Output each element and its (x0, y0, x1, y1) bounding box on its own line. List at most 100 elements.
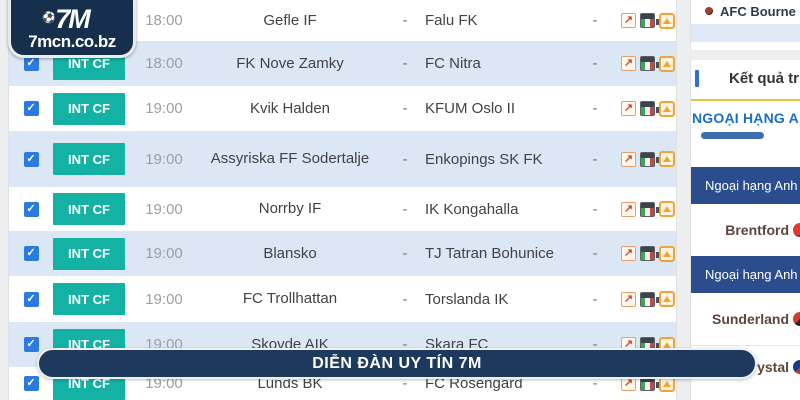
result-row[interactable]: Brentford (691, 204, 800, 256)
analysis-icon[interactable]: ↗ (621, 101, 636, 116)
score-placeholder: - (592, 245, 598, 262)
livescore-icon[interactable] (640, 376, 655, 391)
analysis-icon[interactable]: ↗ (621, 201, 636, 217)
row-checkbox[interactable]: ✓ (23, 376, 39, 391)
home-team: Gefle IF (263, 11, 317, 29)
soccer-ball-icon: ⚽ (42, 12, 56, 24)
site-logo[interactable]: ⚽ 7M 7mcn.co.bz (8, 0, 136, 58)
analysis-icon[interactable]: ↗ (621, 291, 636, 307)
away-team: IK Kongahalla (425, 200, 519, 218)
livescore-icon[interactable] (640, 337, 655, 352)
league-badge[interactable]: INT CF (53, 283, 125, 315)
team-name: AFC Bourne (720, 3, 796, 19)
row-checkbox[interactable]: ✓ (23, 337, 39, 352)
home-team: Kvik Halden (249, 99, 331, 117)
away-team: Torslanda IK (425, 290, 509, 308)
row-checkbox[interactable]: ✓ (23, 101, 39, 116)
match-list-2: Sunderland (691, 293, 800, 345)
home-team: FK Nove Zamky (236, 54, 344, 72)
previous-results-card: AFC Bourne (690, 0, 800, 50)
livescore-icon[interactable] (640, 201, 655, 217)
livescore-icon[interactable] (640, 151, 655, 167)
odds-icon[interactable] (656, 100, 675, 117)
match-time: 19:00 (145, 375, 183, 392)
livescore-icon[interactable] (640, 101, 655, 116)
league-badge[interactable]: INT CF (53, 143, 125, 175)
away-team: Falu FK (425, 12, 478, 29)
promo-banner[interactable]: DIỄN ĐÀN UY TÍN 7M (37, 348, 757, 379)
vs-separator: - (402, 100, 408, 117)
score-placeholder: - (592, 200, 598, 218)
analysis-icon[interactable]: ↗ (621, 13, 636, 28)
odds-icon[interactable] (656, 201, 675, 217)
result-row[interactable]: Sunderland (691, 293, 800, 345)
home-team: Lunds BK (257, 374, 323, 392)
league-badge[interactable]: INT CF (53, 193, 125, 225)
match-list-1: Brentford (691, 204, 800, 256)
livescore-icon[interactable] (640, 13, 655, 28)
row-checkbox[interactable]: ✓ (23, 151, 39, 167)
away-team: FC Nitra (425, 55, 481, 72)
score-placeholder: - (592, 290, 598, 308)
row-checkbox[interactable]: ✓ (23, 201, 39, 217)
row-checkbox[interactable]: ✓ (23, 291, 39, 307)
header-accent-bar (695, 69, 699, 87)
team-name: Sunderland (711, 311, 789, 327)
match-time: 19:00 (145, 290, 183, 308)
fixture-row[interactable]: ✓ INT CF 19:00 Lunds BK - FC Rosengard -… (9, 367, 676, 400)
match-time: 19:00 (145, 200, 183, 218)
match-time: 19:00 (145, 100, 183, 117)
score-placeholder: - (592, 336, 598, 353)
gold-divider (691, 99, 800, 101)
promo-banner-text: DIỄN ĐÀN UY TÍN 7M (312, 354, 482, 372)
league-bar[interactable]: Ngoại hạng Anh (691, 167, 800, 204)
odds-icon[interactable] (656, 12, 675, 29)
tab-premier-league[interactable]: NGOẠI HẠNG A (692, 110, 799, 126)
livescore-icon[interactable] (640, 246, 655, 261)
team-crest-icon (705, 7, 713, 15)
league-badge[interactable]: INT CF (53, 237, 125, 270)
odds-icon[interactable] (656, 151, 675, 167)
logo-brand: 7M (55, 4, 90, 34)
home-team: FC Trollhattan (242, 290, 338, 308)
livescore-icon[interactable] (640, 291, 655, 307)
fixture-row[interactable]: ✓ INT CF 19:00 Norrby IF - IK Kongahalla… (9, 187, 676, 231)
away-team: FC Rosengard (425, 375, 523, 392)
fixture-row[interactable]: ✓ INT CF 19:00 Kvik Halden - KFUM Oslo I… (9, 86, 676, 131)
fixture-row[interactable]: ✓ INT CF 19:00 FC Trollhattan - Torsland… (9, 276, 676, 322)
match-time: 19:00 (145, 150, 183, 168)
match-time: 18:00 (145, 12, 183, 29)
analysis-icon[interactable]: ↗ (621, 246, 636, 261)
home-team: Blansko (263, 244, 317, 262)
right-sidebar: AFC Bourne Kết quả tr NGOẠI HẠNG A Ngoại… (690, 0, 800, 400)
result-row[interactable]: AFC Bourne (691, 0, 800, 22)
away-team: TJ Tatran Bohunice (425, 245, 554, 262)
analysis-icon[interactable]: ↗ (621, 56, 636, 71)
divider (691, 345, 800, 346)
match-time: 19:00 (145, 245, 183, 262)
league-badge[interactable]: INT CF (53, 92, 125, 125)
active-tab-indicator (701, 132, 764, 139)
row-shading (691, 24, 800, 42)
odds-icon[interactable] (656, 245, 675, 262)
fixtures-table: ✓ INT CF 18:00 Gefle IF - Falu FK - ↗ ✓ … (8, 0, 677, 400)
fixture-row[interactable]: ✓ INT CF 19:00 Blansko - TJ Tatran Bohun… (9, 231, 676, 276)
league-bar[interactable]: Ngoại hạng Anh (691, 256, 800, 293)
vs-separator: - (402, 245, 408, 262)
results-title: Kết quả tr (729, 69, 800, 87)
fixture-row[interactable]: ✓ INT CF 19:00 Assyriska FF Sodertalje -… (9, 131, 676, 187)
results-card: Kết quả tr NGOẠI HẠNG A Ngoại hạng Anh B… (690, 60, 800, 400)
home-team: Assyriska FF Sodertalje (210, 150, 370, 168)
vs-separator: - (402, 375, 408, 392)
row-checkbox[interactable]: ✓ (23, 246, 39, 261)
team-crest-icon (793, 359, 800, 374)
vs-separator: - (402, 200, 408, 218)
row-checkbox[interactable]: ✓ (23, 56, 39, 71)
analysis-icon[interactable]: ↗ (621, 151, 636, 167)
team-crest-icon (793, 223, 800, 237)
match-time: 18:00 (145, 55, 183, 72)
livescore-icon[interactable] (640, 56, 655, 71)
odds-icon[interactable] (656, 55, 675, 72)
odds-icon[interactable] (656, 291, 675, 307)
